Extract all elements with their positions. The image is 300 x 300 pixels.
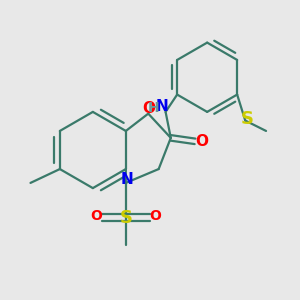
Text: S: S [119, 208, 132, 226]
Text: O: O [90, 209, 102, 223]
Text: O: O [195, 134, 208, 149]
Text: N: N [121, 172, 134, 187]
Text: H: H [148, 101, 159, 115]
Text: O: O [142, 101, 155, 116]
Text: S: S [241, 110, 254, 128]
Text: O: O [149, 209, 161, 223]
Text: N: N [156, 99, 169, 114]
